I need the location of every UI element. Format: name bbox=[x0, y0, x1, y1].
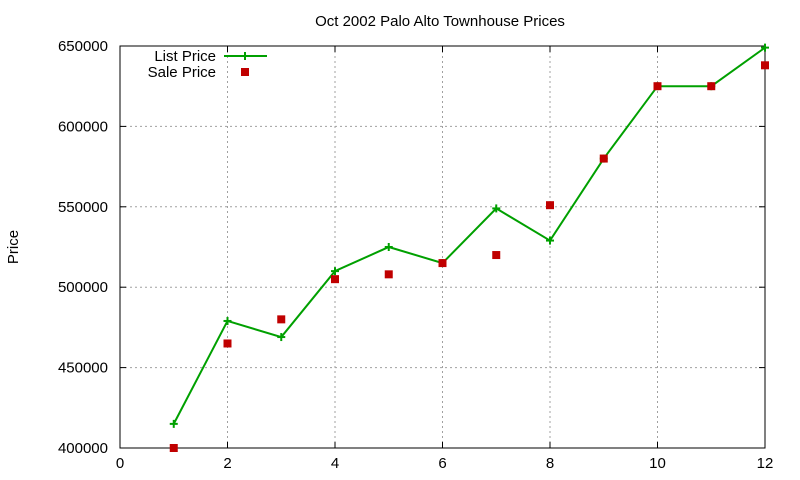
y-tick-label: 600000 bbox=[58, 118, 108, 135]
legend-label-sale-price: Sale Price bbox=[148, 64, 216, 81]
x-tick-label: 8 bbox=[546, 455, 554, 472]
list-price-point bbox=[761, 43, 769, 52]
y-tick-label: 550000 bbox=[58, 199, 108, 216]
sale-price-point bbox=[707, 82, 716, 91]
list-price-point bbox=[384, 243, 393, 251]
x-tick-label: 12 bbox=[757, 455, 774, 472]
list-price-point bbox=[492, 204, 501, 213]
list-price-point bbox=[331, 267, 339, 276]
y-tick-label: 450000 bbox=[58, 360, 108, 377]
list-price-point bbox=[169, 419, 178, 428]
sale-price-point bbox=[169, 444, 178, 452]
x-tick-label: 6 bbox=[438, 455, 446, 472]
sale-price-point bbox=[761, 61, 769, 70]
sale-price-point bbox=[331, 275, 339, 284]
sale-price-point bbox=[653, 82, 662, 91]
grid bbox=[120, 46, 765, 448]
y-tick-label: 500000 bbox=[58, 279, 108, 296]
legend-label-list-price: List Price bbox=[154, 48, 216, 65]
sale-price-point bbox=[384, 270, 393, 279]
sale-price-point bbox=[277, 315, 286, 324]
list-price-point bbox=[277, 333, 286, 342]
x-tick-label: 0 bbox=[116, 455, 124, 472]
sale-price-point bbox=[599, 154, 608, 163]
y-tick-label: 400000 bbox=[58, 440, 108, 457]
x-tick-label: 4 bbox=[331, 455, 339, 472]
sale-price-point bbox=[438, 259, 447, 268]
sale-price-point bbox=[223, 339, 232, 348]
y-tick-label: 650000 bbox=[58, 38, 108, 55]
series-layer bbox=[169, 43, 769, 452]
sale-price-point bbox=[546, 201, 554, 210]
list-price-line bbox=[172, 46, 766, 425]
y-axis-label: Price bbox=[5, 230, 22, 264]
x-tick-label: 2 bbox=[223, 455, 231, 472]
legend-swatch-sale-price bbox=[241, 68, 249, 76]
list-price-point bbox=[223, 316, 232, 325]
sale-price-point bbox=[492, 251, 501, 260]
x-tick-label: 10 bbox=[649, 455, 666, 472]
list-price-point bbox=[546, 236, 554, 245]
chart-title: Oct 2002 Palo Alto Townhouse Prices bbox=[315, 13, 565, 30]
axis-ticks: 0 2 4 6 8 10 12 400000 450000 500000 550000 600000 6… bbox=[58, 38, 773, 472]
